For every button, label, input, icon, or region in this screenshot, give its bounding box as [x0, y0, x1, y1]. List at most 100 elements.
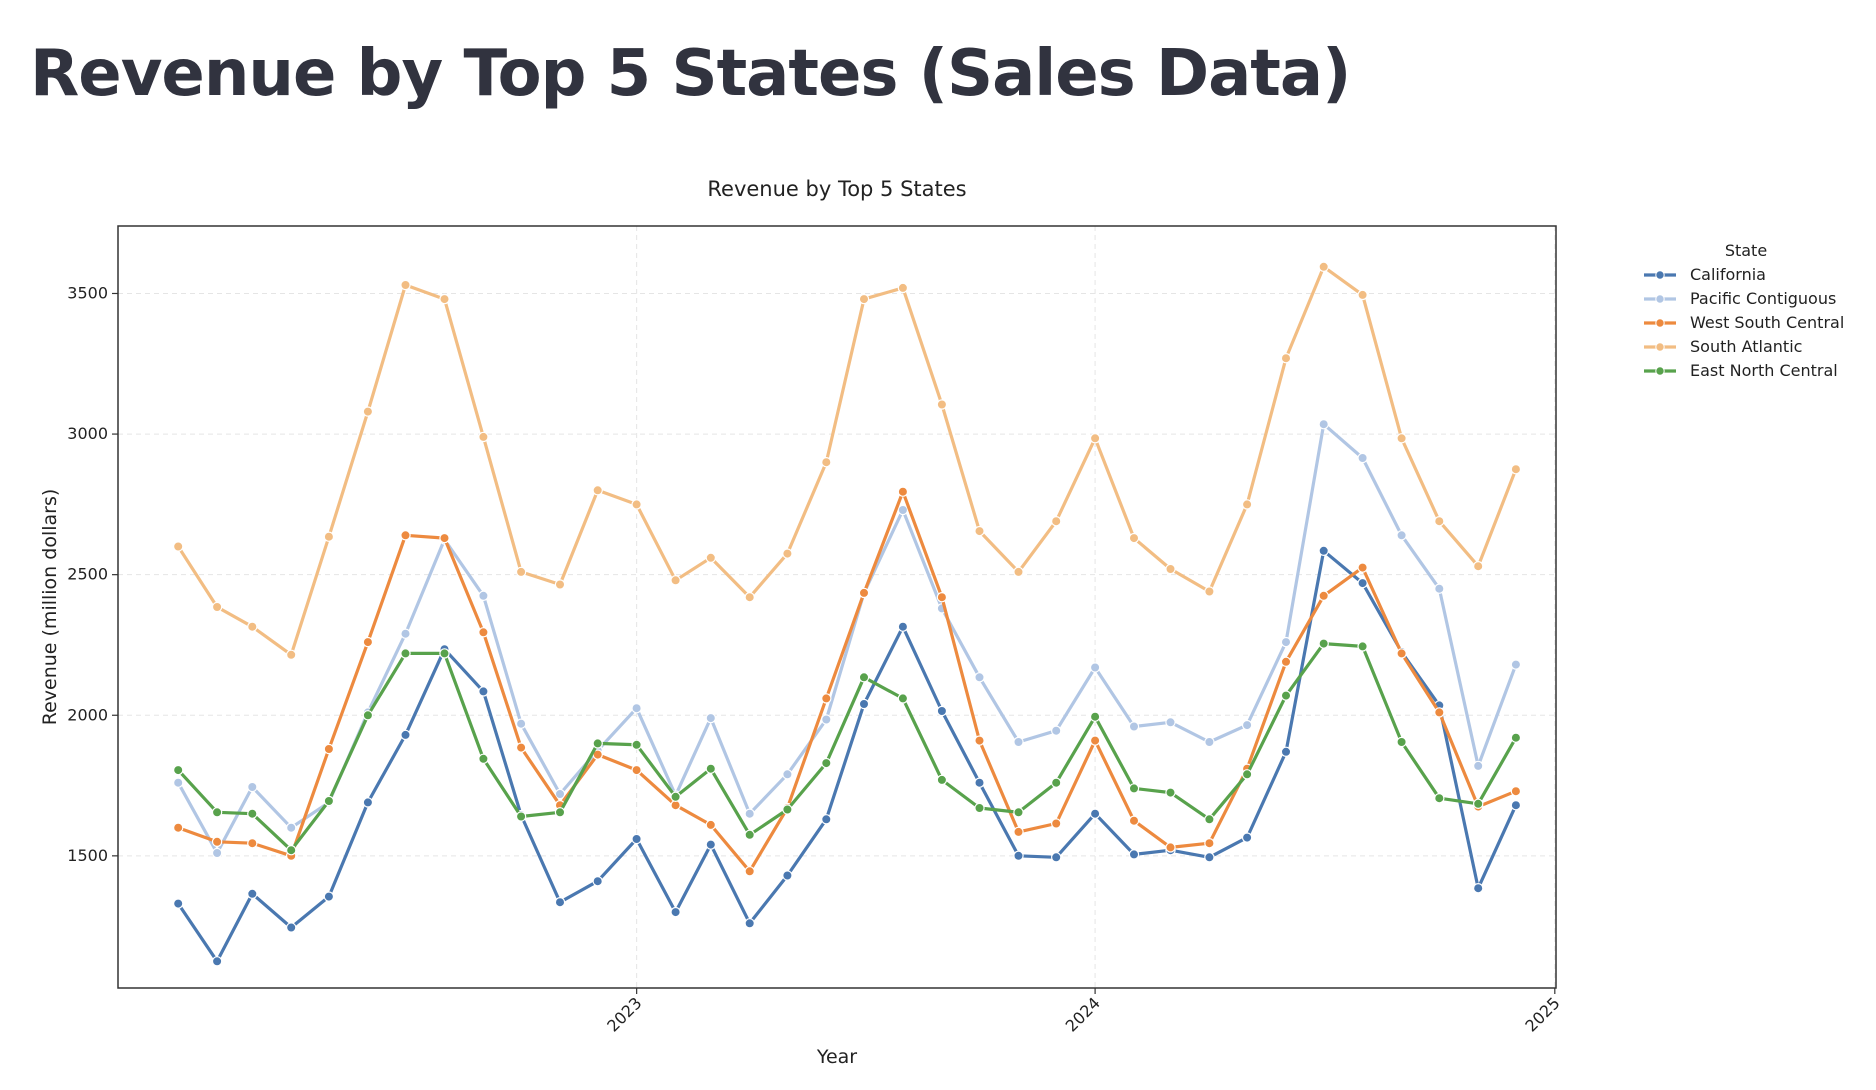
data-point — [821, 457, 832, 468]
data-point — [247, 621, 258, 632]
page-title: Revenue by Top 5 States (Sales Data) — [30, 37, 1351, 111]
y-tick-label: 1500 — [67, 846, 108, 865]
data-point — [1472, 883, 1484, 894]
data-point — [286, 649, 297, 661]
data-point — [400, 729, 411, 741]
data-point — [1089, 808, 1101, 819]
data-point — [1357, 577, 1368, 589]
grid-layer — [118, 226, 1556, 988]
data-point — [744, 592, 755, 603]
data-point — [1089, 735, 1101, 746]
data-point — [1241, 832, 1253, 843]
data-point — [362, 797, 374, 808]
data-point — [1396, 433, 1407, 444]
data-point — [1280, 690, 1292, 701]
data-point — [1318, 590, 1329, 602]
data-point — [1472, 798, 1484, 810]
data-point — [821, 757, 832, 769]
x-tick-label: 2025 — [1521, 993, 1563, 1035]
x-axis-label: Year — [816, 1046, 857, 1068]
data-point — [1204, 736, 1215, 748]
x-tick-label: 2024 — [1062, 993, 1104, 1035]
data-point — [211, 956, 223, 967]
data-point — [1280, 656, 1292, 668]
data-point — [1357, 452, 1368, 464]
data-point — [1396, 530, 1407, 541]
data-point — [1434, 707, 1445, 718]
legend-label: West South Central — [1690, 313, 1844, 332]
data-point — [1050, 516, 1062, 527]
legend-items: California Pacific Contiguous West South C… — [1644, 265, 1844, 380]
data-point — [592, 485, 603, 496]
data-point — [897, 486, 909, 497]
data-point — [705, 763, 717, 774]
data-point — [247, 888, 258, 900]
data-point — [554, 579, 566, 590]
data-point — [782, 870, 793, 881]
data-point — [670, 906, 681, 918]
data-point — [400, 628, 411, 639]
series-west-south-central — [172, 486, 1522, 877]
data-point — [1204, 852, 1215, 863]
data-point — [1280, 636, 1292, 648]
data-point — [592, 738, 603, 749]
data-point — [1128, 783, 1140, 794]
data-point — [705, 819, 717, 831]
data-point — [1204, 586, 1215, 597]
data-point — [478, 627, 489, 638]
data-point — [554, 897, 566, 908]
data-point — [1089, 711, 1101, 722]
data-point — [1128, 721, 1140, 732]
data-point — [1050, 777, 1062, 788]
data-point — [1013, 566, 1024, 578]
data-point — [858, 587, 870, 599]
series-line — [177, 490, 1517, 873]
data-point — [400, 530, 411, 541]
data-point — [1357, 641, 1368, 652]
data-point — [362, 636, 374, 648]
series-california — [172, 545, 1522, 967]
data-point — [821, 693, 832, 704]
data-point — [323, 531, 335, 542]
data-point — [1396, 648, 1407, 659]
data-point — [1128, 532, 1140, 544]
data-point — [1204, 838, 1215, 849]
data-point — [211, 807, 223, 818]
data-point — [1013, 850, 1024, 862]
data-point — [211, 847, 223, 859]
data-point — [974, 735, 985, 746]
data-point — [821, 814, 832, 825]
data-point — [1472, 561, 1484, 572]
data-point — [211, 601, 223, 613]
data-point — [1013, 736, 1024, 748]
data-point — [286, 845, 297, 856]
data-point — [744, 829, 755, 841]
data-point — [936, 592, 948, 603]
y-axis: 1500 2000 2500 3000 3500 — [67, 283, 118, 865]
data-point — [554, 788, 566, 800]
data-point — [974, 672, 985, 683]
legend-marker — [1655, 366, 1665, 376]
data-point — [1013, 807, 1024, 818]
data-point — [172, 822, 184, 833]
data-point — [1241, 769, 1253, 780]
data-point — [897, 621, 909, 632]
data-point — [670, 791, 681, 803]
data-point — [936, 399, 948, 410]
data-point — [1204, 814, 1215, 825]
data-point — [897, 693, 909, 704]
data-point — [439, 648, 450, 659]
data-point — [821, 714, 832, 725]
data-point — [1510, 732, 1522, 743]
data-point — [1510, 800, 1522, 811]
data-point — [974, 777, 985, 788]
data-point — [936, 705, 948, 717]
series-south-atlantic — [172, 261, 1522, 661]
series-line — [176, 265, 1518, 657]
legend-label: California — [1690, 265, 1766, 284]
data-point — [439, 293, 450, 305]
data-point — [400, 279, 411, 291]
data-point — [515, 742, 527, 753]
data-point — [974, 525, 985, 537]
